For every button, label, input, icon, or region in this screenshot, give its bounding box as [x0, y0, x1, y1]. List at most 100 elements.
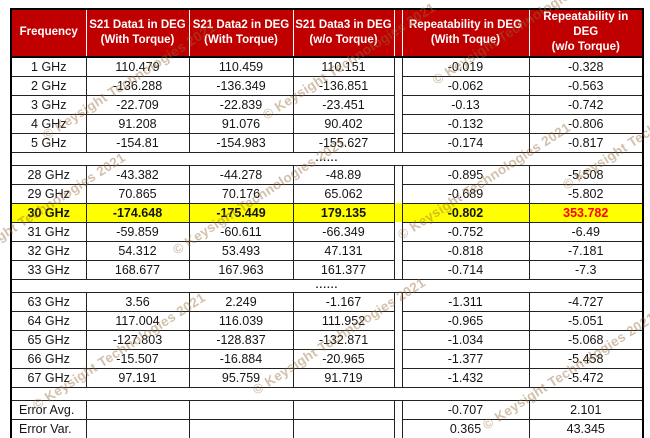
- table-row: [10, 386, 644, 401]
- table-row: Error Var. 0.365 43.345: [10, 418, 644, 438]
- value-cell: -7.3: [528, 259, 644, 280]
- col-header-frequency: Frequency: [10, 8, 87, 58]
- table-row: 5 GHz -154.81 -154.983 -155.627 -0.174 -0.817: [10, 132, 644, 153]
- col-header-s21-data2: S21 Data2 in DEG (With Torque): [188, 8, 294, 58]
- frequency-cell: 1 GHz: [10, 56, 87, 77]
- column-gap-cell: [393, 260, 403, 280]
- column-gap-cell: [393, 241, 403, 261]
- frequency-cell: 5 GHz: [10, 132, 87, 153]
- value-cell: -22.709: [85, 94, 190, 115]
- col-header-label: S21 Data1 in DEG: [89, 18, 186, 31]
- value-cell: 111.952: [292, 310, 395, 331]
- col-header-label: Frequency: [19, 26, 78, 39]
- column-gap-cell: [393, 330, 403, 350]
- value-cell: 91.208: [85, 113, 190, 134]
- value-cell: -0.13: [401, 94, 530, 115]
- value-cell: -16.884: [188, 348, 294, 369]
- table-body: 1 GHz 110.479 110.459 110.151 -0.019 -0.328 2 …: [10, 56, 644, 438]
- table-row: 2 GHz -136.288 -136.349 -136.851 -0.062 -0.56…: [10, 75, 644, 96]
- frequency-cell: 3 GHz: [10, 94, 87, 115]
- value-cell: -48.89: [292, 164, 395, 185]
- frequency-cell: 4 GHz: [10, 113, 87, 134]
- column-gap-cell: [393, 76, 403, 96]
- value-cell: 179.135: [292, 202, 395, 223]
- col-header-sublabel: (With Toque): [430, 33, 501, 46]
- value-cell: -154.983: [188, 132, 294, 153]
- value-cell: 95.759: [188, 367, 294, 388]
- table-row: ......: [10, 151, 644, 166]
- table-row: Error Avg. -0.707 2.101: [10, 399, 644, 420]
- value-cell: [85, 418, 190, 438]
- table-row: 67 GHz 97.191 95.759 91.719 -1.432 -5.472: [10, 367, 644, 388]
- col-header-repeatability-without-torque: Repeatability in DEG (w/o Torque): [528, 8, 644, 58]
- value-cell: -44.278: [188, 164, 294, 185]
- value-cell: -0.802: [401, 202, 530, 223]
- value-cell: [292, 418, 395, 438]
- col-header-label: Repeatability in DEG: [408, 18, 523, 31]
- value-cell: -155.627: [292, 132, 395, 153]
- value-cell: -0.895: [401, 164, 530, 185]
- value-cell: -1.432: [401, 367, 530, 388]
- value-cell: -0.742: [528, 94, 644, 115]
- value-cell: 168.677: [85, 259, 190, 280]
- value-cell: 110.479: [85, 56, 190, 77]
- value-cell: [188, 399, 294, 420]
- table-row: ......: [10, 278, 644, 293]
- value-cell: 53.493: [188, 240, 294, 261]
- table-row: 3 GHz -22.709 -22.839 -23.451 -0.13 -0.742: [10, 94, 644, 115]
- col-header-sublabel: (w/o Torque): [551, 41, 620, 54]
- value-cell: 110.151: [292, 56, 395, 77]
- value-cell: -5.051: [528, 310, 644, 331]
- col-header-sublabel: (w/o Torque): [309, 33, 378, 46]
- value-cell: -5.068: [528, 329, 644, 350]
- error-label-cell: Error Avg.: [10, 399, 87, 420]
- column-gap-cell: [393, 184, 403, 204]
- value-cell: 65.062: [292, 183, 395, 204]
- value-cell: -15.507: [85, 348, 190, 369]
- value-cell: -59.859: [85, 221, 190, 242]
- frequency-cell: 33 GHz: [10, 259, 87, 280]
- value-cell: -5.508: [528, 164, 644, 185]
- value-cell: 47.131: [292, 240, 395, 261]
- section-break-cell: ......: [10, 151, 644, 166]
- table-row: 32 GHz 54.312 53.493 47.131 -0.818 -7.181: [10, 240, 644, 261]
- value-cell: -0.817: [528, 132, 644, 153]
- table-row: 1 GHz 110.479 110.459 110.151 -0.019 -0.328: [10, 56, 644, 77]
- value-cell: -0.328: [528, 56, 644, 77]
- value-cell: [85, 399, 190, 420]
- value-cell: -0.132: [401, 113, 530, 134]
- value-cell: 167.963: [188, 259, 294, 280]
- value-cell: 161.377: [292, 259, 395, 280]
- value-cell: 97.191: [85, 367, 190, 388]
- value-cell: -0.707: [401, 399, 530, 420]
- error-label-cell: Error Var.: [10, 418, 87, 438]
- frequency-cell: 28 GHz: [10, 164, 87, 185]
- frequency-cell: 31 GHz: [10, 221, 87, 242]
- frequency-cell: 29 GHz: [10, 183, 87, 204]
- column-gap-cell: [393, 368, 403, 388]
- column-gap-cell: [393, 419, 403, 438]
- frequency-cell: 30 GHz: [10, 202, 87, 223]
- frequency-cell: 65 GHz: [10, 329, 87, 350]
- table-row: 4 GHz 91.208 91.076 90.402 -0.132 -0.806: [10, 113, 644, 134]
- column-gap-cell: [393, 203, 403, 223]
- column-gap-cell: [393, 292, 403, 312]
- value-cell: -1.311: [401, 291, 530, 312]
- value-cell: 2.249: [188, 291, 294, 312]
- value-cell: -174.648: [85, 202, 190, 223]
- column-gap-header: [393, 8, 403, 58]
- col-header-sublabel: (With Torque): [100, 33, 175, 46]
- value-cell: 116.039: [188, 310, 294, 331]
- frequency-cell: 2 GHz: [10, 75, 87, 96]
- value-cell: -5.472: [528, 367, 644, 388]
- value-cell: -5.802: [528, 183, 644, 204]
- table-row: 63 GHz 3.56 2.249 -1.167 -1.311 -4.727: [10, 291, 644, 312]
- column-gap-cell: [393, 222, 403, 242]
- blank-row-cell: [10, 386, 644, 401]
- value-cell: -0.062: [401, 75, 530, 96]
- value-cell: -0.563: [528, 75, 644, 96]
- table-row: 30 GHz -174.648 -175.449 179.135 -0.802 353.7…: [10, 202, 644, 223]
- value-cell: -1.167: [292, 291, 395, 312]
- column-gap-cell: [393, 133, 403, 153]
- col-header-s21-data3: S21 Data3 in DEG (w/o Torque): [292, 8, 395, 58]
